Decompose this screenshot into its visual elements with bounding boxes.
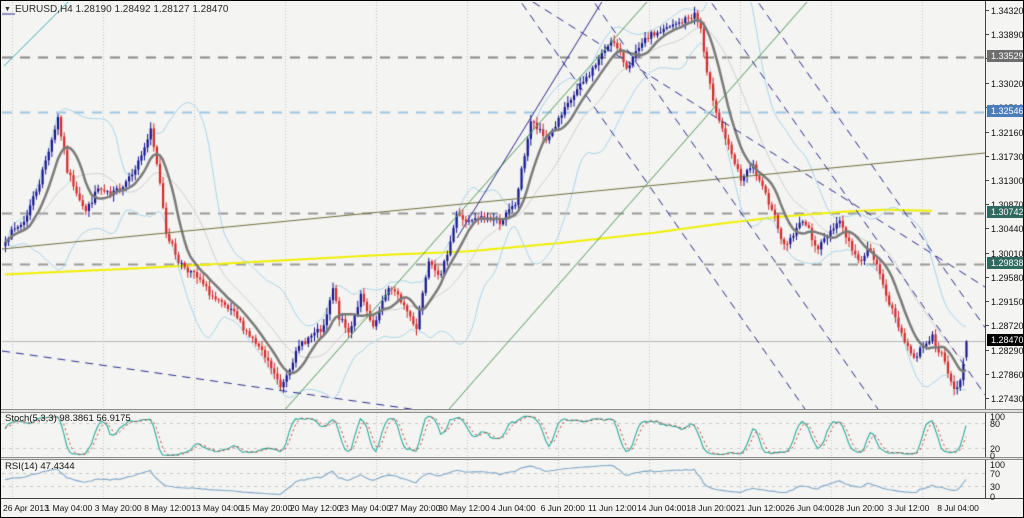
time-axis-label: 11 Jun 12:00 bbox=[587, 503, 637, 513]
price-axis[interactable]: 1.343201.338901.334601.330201.325901.321… bbox=[985, 1, 1024, 498]
stochastic-panel-canvas[interactable] bbox=[2, 413, 985, 457]
indicator-scale-label: 0 bbox=[990, 492, 996, 502]
rsi-name: RSI(14) bbox=[5, 461, 38, 472]
price-tickmark bbox=[986, 34, 989, 36]
price-tickmark bbox=[986, 301, 989, 303]
price-tickmark bbox=[986, 180, 989, 182]
quote-open: 1.28190 bbox=[75, 4, 112, 15]
price-tick-label: 1.27860 bbox=[991, 369, 1024, 380]
symbol-dropdown-icon[interactable]: ▼ bbox=[4, 6, 11, 13]
price-tickmark bbox=[986, 252, 989, 254]
price-tickmark bbox=[986, 349, 989, 351]
rsi-label: RSI(14) 47.4344 bbox=[5, 461, 75, 472]
quote-close: 1.28470 bbox=[192, 4, 229, 15]
time-axis-label: 3 Jul 12:00 bbox=[887, 503, 930, 513]
time-axis-label: 4 Jun 04:00 bbox=[491, 503, 536, 513]
indicator-scale-label: 100 bbox=[990, 460, 1006, 470]
price-tickmark bbox=[986, 10, 989, 11]
quote-high: 1.28492 bbox=[114, 4, 151, 15]
panel-separator-stochastic[interactable] bbox=[1, 409, 1023, 413]
price-marker-1.30742: 1.30742 bbox=[987, 206, 1023, 219]
time-axis-label: 26 Jun 04:00 bbox=[785, 503, 835, 513]
time-axis-label: 15 May 20:00 bbox=[240, 503, 293, 513]
time-axis-label: 14 Jun 04:00 bbox=[637, 503, 687, 513]
price-tick-label: 1.30010 bbox=[991, 248, 1024, 259]
panel-separator-rsi[interactable] bbox=[1, 457, 1023, 460]
price-tick-label: 1.28290 bbox=[991, 345, 1024, 356]
price-tickmark bbox=[986, 373, 989, 375]
time-axis-label: 20 May 12:00 bbox=[290, 503, 342, 513]
indicator-scale-label: 0 bbox=[990, 451, 996, 461]
price-marker-1.29838: 1.29838 bbox=[987, 257, 1023, 270]
price-tickmark bbox=[986, 131, 989, 133]
rsi-panel-canvas[interactable] bbox=[2, 460, 985, 498]
time-axis-label: 28 Jun 20:00 bbox=[834, 503, 884, 513]
price-tick-label: 1.30870 bbox=[991, 200, 1024, 211]
indicator-scale-label: 70 bbox=[990, 468, 1001, 479]
rsi-value: 47.4344 bbox=[40, 461, 75, 472]
indicator-scale-label: 20 bbox=[990, 444, 1001, 455]
price-tick-label: 1.30440 bbox=[991, 224, 1024, 235]
indicator-scale-label: 80 bbox=[990, 418, 1001, 429]
time-axis-label: 8 May 12:00 bbox=[144, 503, 191, 513]
price-tick-label: 1.27430 bbox=[991, 394, 1024, 404]
price-tickmark bbox=[986, 155, 989, 157]
quote-low: 1.28127 bbox=[153, 4, 190, 15]
price-tick-label: 1.29580 bbox=[991, 272, 1024, 283]
price-tick-label: 1.31300 bbox=[991, 176, 1024, 187]
time-axis-label: 18 Jun 20:00 bbox=[686, 503, 736, 513]
indicator-scale-label: 30 bbox=[990, 482, 1001, 493]
time-axis-label: 21 Jun 12:00 bbox=[735, 503, 785, 513]
time-axis-label: 23 May 04:00 bbox=[339, 503, 391, 513]
price-tickmark bbox=[986, 325, 989, 327]
price-tickmark bbox=[986, 398, 989, 399]
time-axis-label: 8 Jul 04:00 bbox=[937, 503, 979, 513]
price-tick-label: 1.28720 bbox=[991, 321, 1024, 332]
time-axis-label: 30 May 12:00 bbox=[438, 503, 490, 513]
indicator-scale-label: 100 bbox=[990, 412, 1006, 422]
price-tick-label: 1.29150 bbox=[991, 297, 1024, 308]
price-tick-label: 1.34320 bbox=[991, 6, 1024, 16]
time-axis-separator bbox=[1, 498, 1023, 499]
time-axis-label: 27 May 20:00 bbox=[388, 503, 441, 513]
symbol-period-label: EURUSD,H4 bbox=[14, 4, 73, 15]
price-tickmark bbox=[986, 204, 989, 206]
price-tickmark bbox=[986, 228, 989, 230]
time-axis[interactable]: 26 Apr 2013 1 May 04:00 3 May 20:00 8 May 1… bbox=[1, 500, 1023, 517]
price-tick-label: 1.33890 bbox=[991, 30, 1024, 41]
price-tickmark bbox=[986, 83, 989, 85]
time-axis-label: 1 May 04:00 bbox=[45, 503, 93, 513]
stochastic-values: 98.3861 56.9175 bbox=[59, 413, 131, 424]
symbol-quote-label: ▼ EURUSD,H4 1.28190 1.28492 1.28127 1.284… bbox=[4, 4, 228, 15]
time-axis-label: 6 Jun 20:00 bbox=[540, 503, 586, 513]
time-axis-label: 13 May 04:00 bbox=[191, 503, 243, 513]
price-marker-1.28470: 1.28470 bbox=[987, 334, 1023, 347]
price-tickmark bbox=[986, 276, 989, 278]
price-tick-label: 1.31730 bbox=[991, 151, 1024, 162]
price-marker-1.32546: 1.32546 bbox=[987, 104, 1023, 117]
price-marker-1.33529: 1.33529 bbox=[987, 49, 1023, 62]
price-tick-label: 1.33020 bbox=[991, 79, 1024, 90]
time-axis-label: 26 Apr 2013 bbox=[3, 503, 49, 513]
price-tick-label: 1.32160 bbox=[991, 127, 1024, 138]
main-chart-canvas[interactable] bbox=[2, 2, 985, 409]
stochastic-label: Stoch(5,3,3) 98.3861 56.9175 bbox=[5, 413, 131, 424]
stochastic-name: Stoch(5,3,3) bbox=[5, 413, 57, 424]
time-axis-label: 3 May 20:00 bbox=[94, 503, 142, 513]
